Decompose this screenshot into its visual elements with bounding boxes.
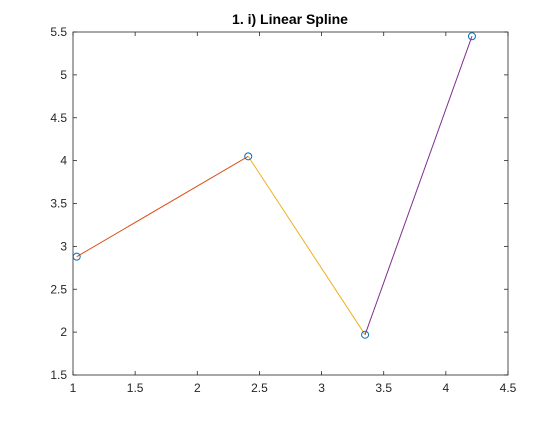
data-point-marker (72, 252, 81, 261)
x-tick-label: 4.5 (500, 381, 517, 395)
y-tick-label: 4.5 (50, 111, 67, 125)
y-tick-label: 4 (60, 154, 67, 168)
x-tick-label: 4 (443, 381, 450, 395)
chart-title: 1. i) Linear Spline (232, 11, 348, 27)
spline-segment-2 (247, 156, 366, 335)
spline-segment-3 (364, 36, 473, 335)
y-tick-label: 2.5 (50, 282, 67, 296)
data-point-marker (361, 330, 370, 339)
x-tick-label: 2 (194, 381, 201, 395)
y-tick-label: 1.5 (50, 368, 67, 382)
plot-area: 1 1.5 2 2.5 3 3.5 4 4.51.522.533.544.555.5 (50, 25, 516, 395)
x-tick-label: 3 (318, 381, 325, 395)
y-tick-label: 3.5 (50, 197, 67, 211)
y-tick-label: 5.5 (50, 25, 67, 39)
y-tick-label: 2 (60, 325, 67, 339)
x-tick-label: 1.5 (127, 381, 144, 395)
x-tick-label: 2.5 (251, 381, 268, 395)
spline-segment-1 (76, 155, 249, 258)
axes-box (72, 31, 509, 376)
x-tick-label: 1 (70, 381, 77, 395)
data-point-marker (467, 32, 476, 41)
data-point-marker (244, 152, 253, 161)
x-tick-label: 3.5 (375, 381, 392, 395)
y-tick-label: 3 (60, 239, 67, 253)
y-tick-label: 5 (60, 68, 67, 82)
